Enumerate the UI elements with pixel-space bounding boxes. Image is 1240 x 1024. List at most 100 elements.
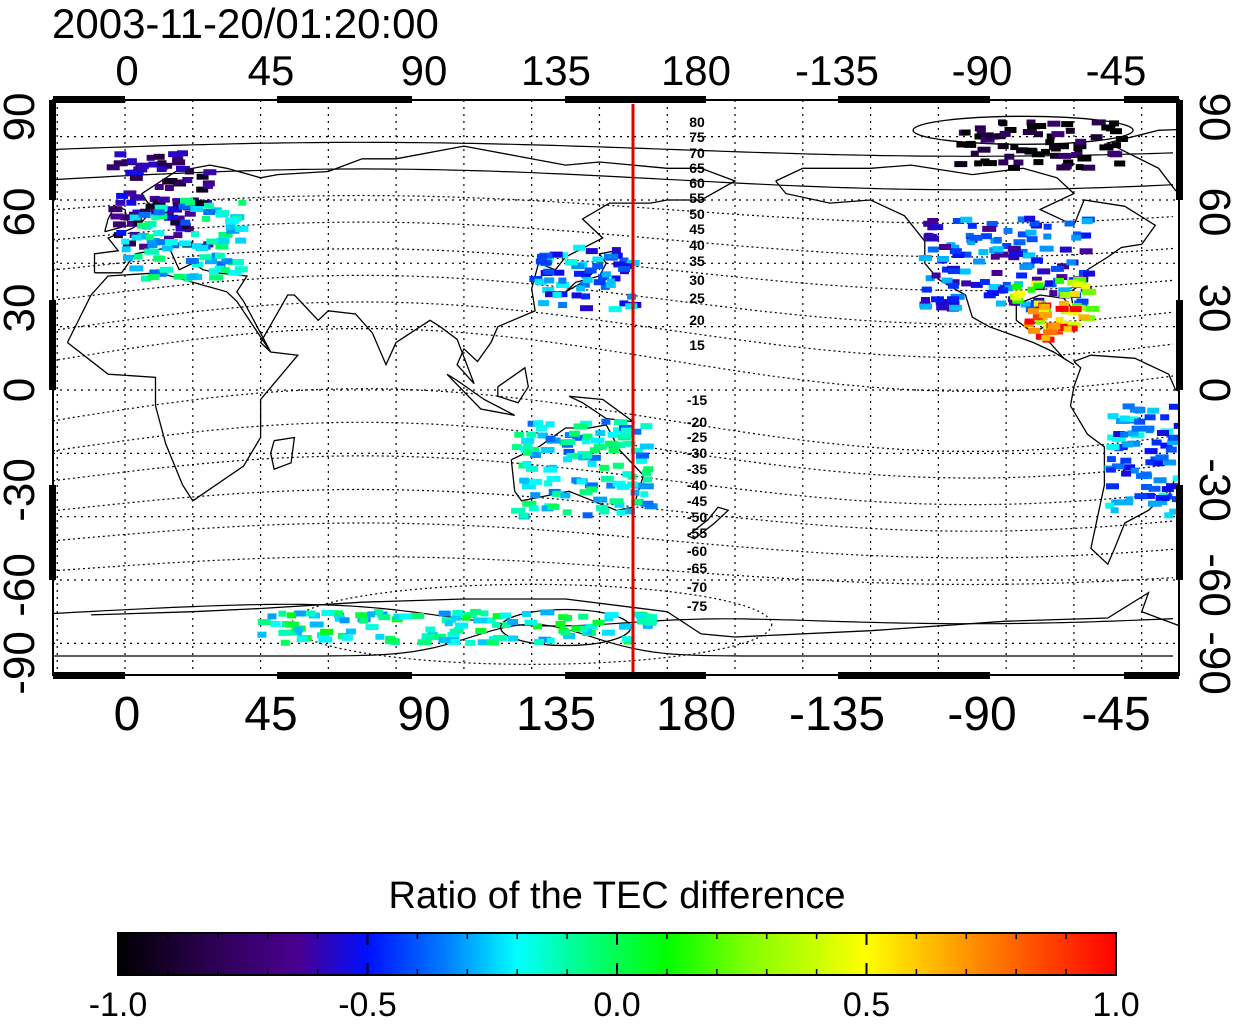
tec-point (625, 508, 636, 515)
tec-point (546, 475, 561, 482)
tec-point (927, 218, 939, 224)
tec-point (573, 423, 588, 430)
tec-point (153, 209, 165, 216)
tec-point (581, 293, 591, 300)
tec-point (374, 609, 384, 616)
tec-point (555, 621, 566, 627)
tec-point (185, 168, 194, 175)
tec-point (593, 444, 607, 451)
tec-point (473, 617, 488, 624)
right-latitude-ticks: 90 60 30 0 -30 -60 -90 (1190, 93, 1239, 695)
tec-point (1050, 265, 1064, 272)
contour-line (53, 221, 1174, 258)
tec-point (521, 437, 535, 444)
tec-point (316, 632, 329, 639)
tec-point (444, 620, 453, 627)
tec-point (157, 213, 168, 220)
tec-point (536, 425, 547, 432)
contour-label: 65 (689, 160, 705, 176)
tec-point (155, 239, 169, 246)
top-longitude-ticks: 0 45 90 135 180 -135 -90 -45 (115, 47, 1146, 94)
tec-point (1069, 290, 1080, 297)
tec-point (280, 639, 290, 646)
tec-point (1003, 227, 1013, 234)
lon-tick-label: 0 (114, 688, 141, 741)
tec-point (1008, 254, 1020, 261)
tec-point (1168, 403, 1179, 410)
tec-point (106, 164, 120, 171)
tec-point (1037, 268, 1051, 275)
tec-point (601, 418, 611, 425)
tec-point (267, 613, 277, 620)
lon-tick-label: 0 (115, 47, 138, 94)
tec-point (964, 141, 977, 148)
frame-bar (49, 485, 56, 580)
tec-point (1045, 139, 1055, 146)
tec-point (592, 263, 604, 270)
tec-point (417, 639, 432, 646)
tec-point (1169, 508, 1179, 515)
tec-point (621, 636, 632, 643)
coastline (1069, 354, 1179, 566)
tec-point (961, 280, 972, 287)
tec-point (123, 240, 136, 247)
tec-point (630, 489, 640, 496)
tec-point (1016, 147, 1029, 154)
tec-point (522, 610, 531, 617)
tec-point (1007, 245, 1021, 252)
tec-point (976, 127, 986, 134)
tec-point (425, 626, 436, 633)
tec-point (209, 274, 224, 281)
tec-point (1120, 457, 1132, 464)
tec-point (526, 431, 537, 438)
tec-point (1077, 155, 1092, 162)
tec-point (545, 435, 556, 442)
tec-point (599, 464, 610, 471)
tec-point (1067, 309, 1080, 316)
tec-point (1047, 120, 1061, 127)
tec-point (924, 232, 933, 239)
tec-point (1090, 134, 1103, 141)
tec-point (129, 174, 143, 181)
contour-line (53, 623, 1173, 657)
tec-point (616, 483, 630, 490)
tec-point (942, 266, 950, 273)
tec-point (1112, 142, 1121, 149)
tec-point (587, 460, 597, 467)
tec-point (1107, 434, 1120, 441)
lon-tick-label: -135 (795, 47, 879, 94)
tec-point (203, 169, 217, 176)
tec-point (524, 619, 538, 626)
tec-point (931, 272, 941, 279)
tec-point (235, 237, 247, 244)
tec-point (949, 248, 962, 255)
tec-point (528, 505, 539, 512)
tec-point (1109, 120, 1119, 127)
tec-point (930, 224, 944, 231)
magnetic-latitude-contours (53, 115, 1174, 665)
lat-tick-label: 90 (1190, 93, 1239, 142)
tec-point (1173, 422, 1179, 429)
tec-point (138, 211, 151, 218)
tec-point (582, 276, 593, 283)
tec-point (538, 300, 550, 307)
tec-point (367, 611, 376, 618)
tec-point (546, 637, 555, 644)
contour-label: 15 (689, 337, 705, 353)
contour-label: -75 (687, 598, 707, 614)
tec-point (534, 278, 547, 285)
tec-point (149, 269, 159, 276)
tec-point (601, 271, 611, 278)
contour-line (53, 274, 1174, 325)
tec-point (947, 282, 959, 289)
tec-point (616, 509, 626, 516)
tec-point (545, 291, 557, 298)
tec-point (1131, 425, 1145, 432)
lat-tick-label: 60 (1190, 188, 1239, 237)
frame-bar (1176, 100, 1183, 200)
lon-tick-label: 135 (516, 688, 596, 741)
tec-point (1121, 470, 1132, 477)
tec-point (359, 617, 369, 624)
tec-point (1160, 442, 1173, 449)
